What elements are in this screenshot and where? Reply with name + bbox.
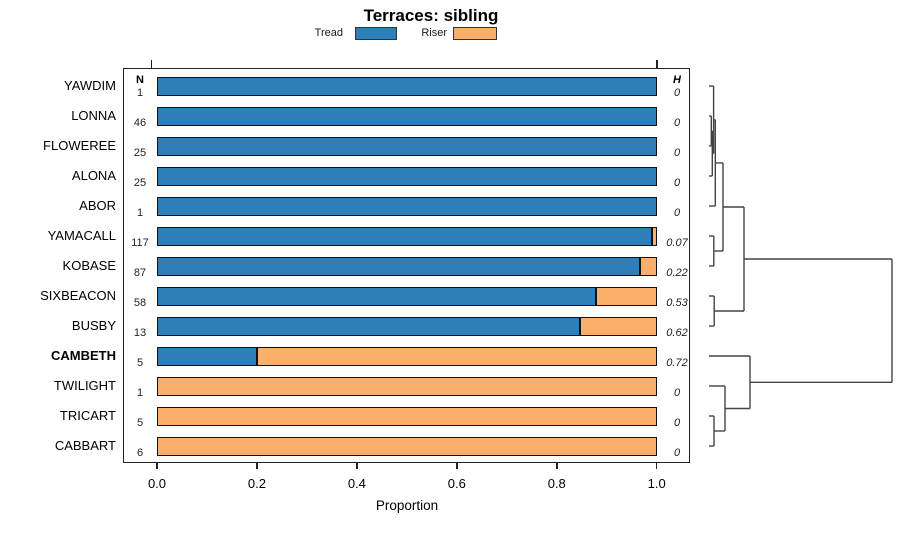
dendrogram [709,85,893,447]
bar-segment-riser [596,286,657,306]
row-label: ABOR [79,198,116,213]
legend-swatch-tread [355,26,397,40]
n-value: 25 [133,147,147,159]
h-value: 0 [673,147,681,159]
bar-segment-riser [157,406,657,426]
n-value: 1 [136,387,144,399]
bar-segment-tread [157,346,257,366]
h-value: 0.53 [666,297,688,309]
x-axis-tick [456,463,458,469]
h-value: 0 [673,387,681,399]
h-value: 0 [673,417,681,429]
bar-segment-tread [157,76,657,96]
n-value: 87 [133,267,147,279]
row-label: KOBASE [62,258,116,273]
bar-segment-riser [651,226,657,246]
top-axis-tick-1 [656,60,658,68]
bar-segment-riser [639,256,657,276]
bar-segment-tread [157,196,657,216]
x-axis-tick-label: 0.4 [347,476,366,491]
n-value: 117 [131,237,149,249]
bar-cambeth [157,346,657,366]
bar-twilight [157,376,657,396]
x-axis-tick-label: 1.0 [647,476,666,491]
bar-abor [157,196,657,216]
row-label: CABBART [54,438,116,453]
bar-sixbeacon [157,286,657,306]
row-label: TRICART [59,408,116,423]
col-header-n: N [136,74,144,86]
x-axis-tick [655,463,658,469]
row-label: CAMBETH [51,348,116,363]
n-value: 5 [136,357,144,369]
row-label: FLOWEREE [43,138,116,153]
legend-label-riser: Riser [421,27,447,39]
bar-busby [157,316,657,336]
n-value: 1 [136,87,144,99]
bar-yamacall [157,226,657,246]
x-axis-tick-label: 0.2 [247,476,266,491]
bar-segment-tread [157,106,657,126]
h-value: 0 [673,447,681,459]
row-label: YAWDIM [64,78,116,93]
x-axis-tick-label: 0.6 [447,476,466,491]
n-value: 5 [136,417,144,429]
col-header-h: H [673,74,681,86]
h-value: 0.72 [666,357,688,369]
legend-label-tread: Tread [314,27,343,39]
row-label: SIXBEACON [40,288,116,303]
x-axis-tick [556,463,558,469]
bar-segment-riser [256,346,657,366]
legend-swatch-riser [453,26,497,40]
n-value: 13 [133,327,147,339]
row-label: YAMACALL [47,228,116,243]
bar-lonna [157,106,657,126]
plot-area [123,68,690,463]
x-axis-tick-label: 0.8 [547,476,566,491]
bar-segment-tread [157,226,652,246]
chart-title: Terraces: sibling [363,6,499,25]
x-axis-title: Proportion [375,498,439,513]
row-label: ALONA [71,168,116,183]
bar-segment-tread [157,316,580,336]
bar-segment-tread [157,286,597,306]
x-axis-tick [356,463,358,469]
bar-segment-riser [157,376,657,396]
row-label: TWILIGHT [53,378,116,393]
bar-segment-riser [157,436,657,456]
h-value: 0 [673,87,681,99]
n-value: 6 [136,447,144,459]
bar-alona [157,166,657,186]
row-label: LONNA [71,108,116,123]
h-value: 0 [673,207,681,219]
n-value: 46 [133,117,147,129]
bar-segment-tread [157,166,657,186]
bar-segment-tread [157,136,657,156]
n-value: 58 [133,297,147,309]
n-value: 25 [133,177,147,189]
h-value: 0.62 [666,327,688,339]
bar-floweree [157,136,657,156]
bar-segment-riser [579,316,657,336]
x-axis-tick-label: 0.0 [147,476,167,491]
bar-yawdim [157,76,657,96]
n-value: 1 [136,207,144,219]
bar-tricart [157,406,657,426]
x-axis-tick [156,463,158,469]
h-value: 0.22 [666,267,688,279]
bar-cabbart [157,436,657,456]
row-label: BUSBY [71,318,116,333]
bar-kobase [157,256,657,276]
h-value: 0 [673,117,681,129]
h-value: 0.07 [666,237,688,249]
top-axis-tick-0 [150,60,152,68]
bar-segment-tread [157,256,640,276]
x-axis-tick [256,463,258,469]
h-value: 0 [673,177,681,189]
